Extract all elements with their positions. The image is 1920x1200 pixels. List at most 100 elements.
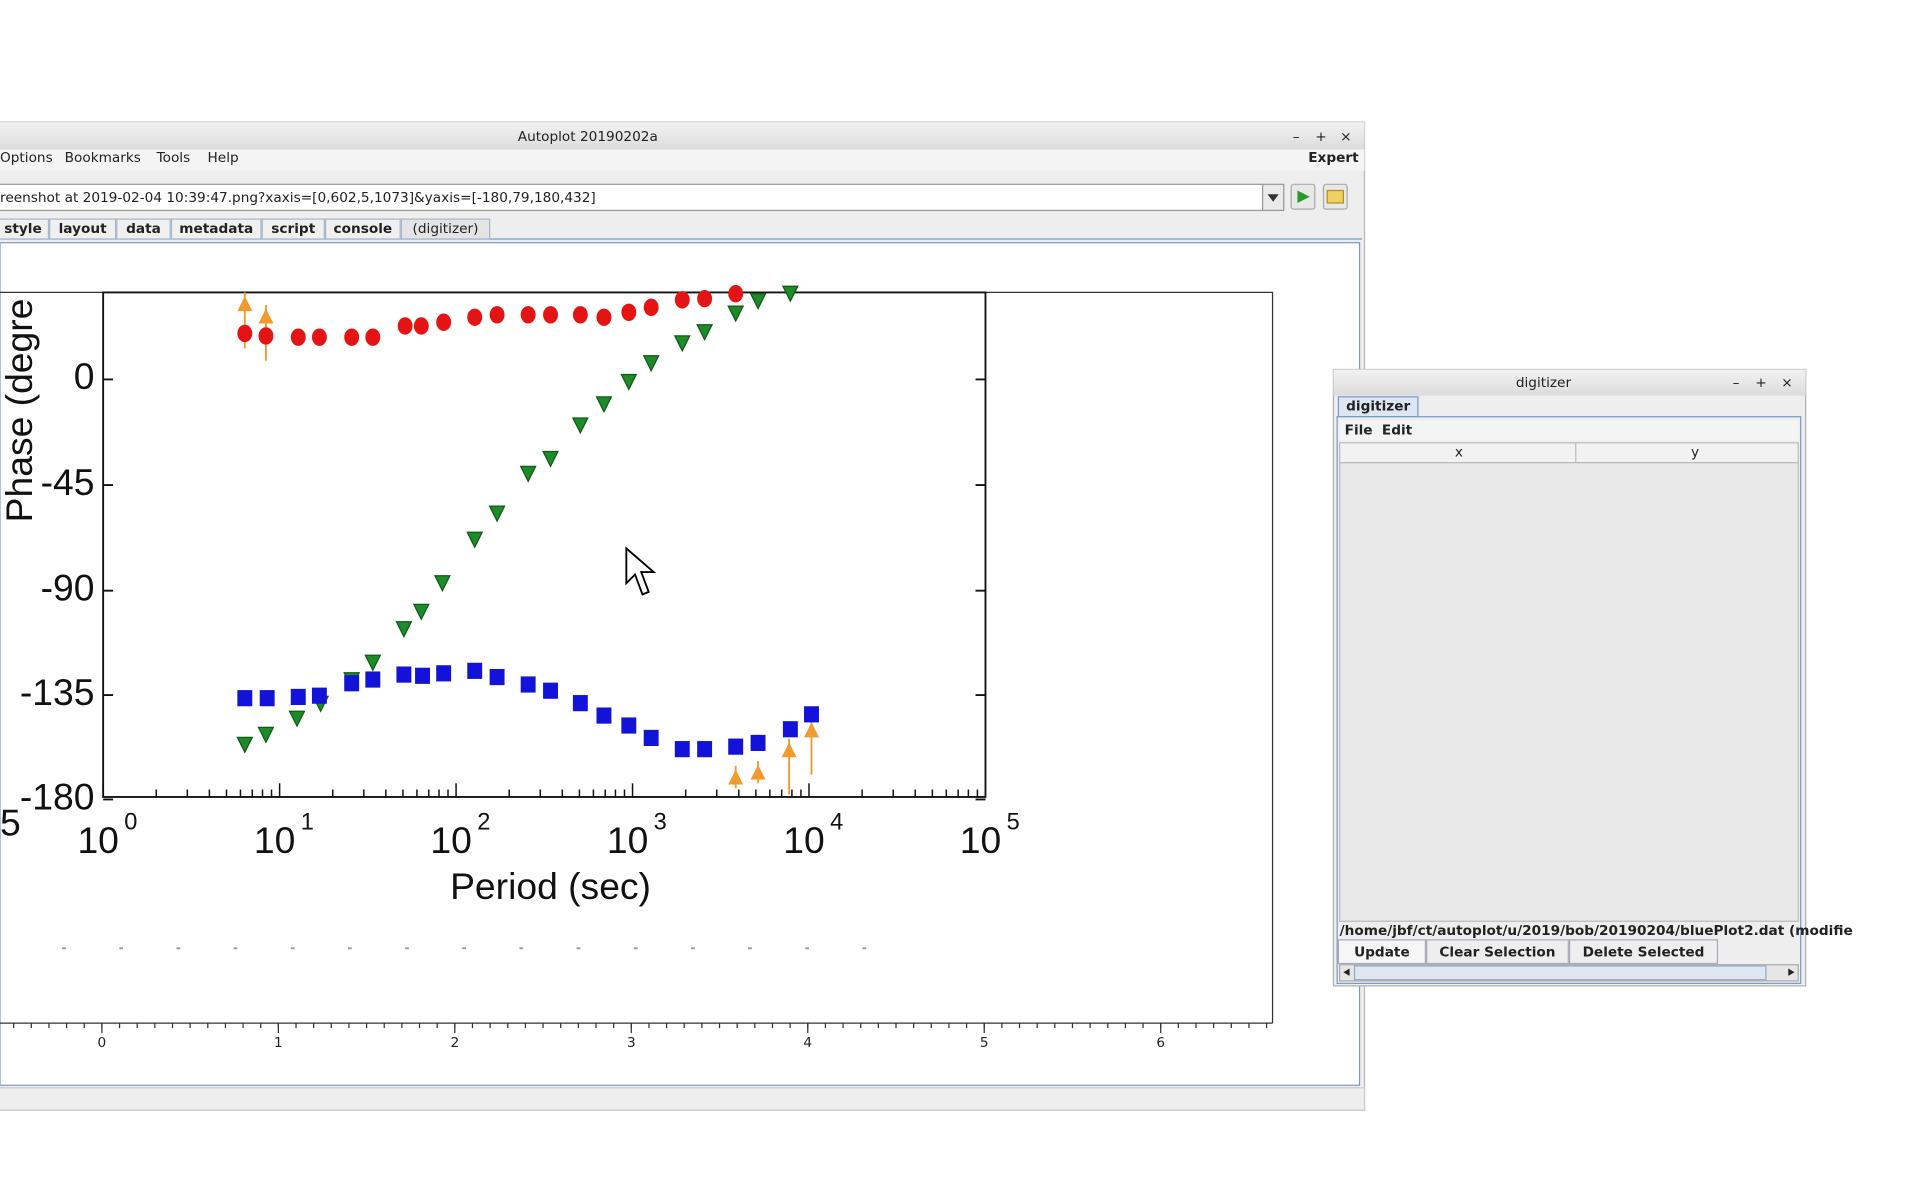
plot-x-tick-base: 10 [430,819,471,861]
red-marker [489,306,505,324]
green-marker [571,417,589,435]
menu-item[interactable]: Bookmarks [65,150,141,166]
scroll-right[interactable] [1788,968,1795,976]
close[interactable]: × [1340,129,1351,145]
green-marker [595,396,613,414]
red-marker [311,328,327,346]
address-field[interactable] [0,183,1264,212]
green-marker [412,603,430,621]
image-artifact [347,947,352,950]
button[interactable] [1568,939,1719,965]
tab-label: style [4,221,42,237]
canvas-tick-label: 1 [274,1035,283,1051]
tab-label: script [271,221,315,237]
blue-marker [572,695,588,712]
table-body [1339,462,1799,922]
plot-x-tick-exponent: 4 [830,809,843,835]
red-marker [520,306,536,324]
image-artifact [633,947,638,950]
tab[interactable] [170,218,262,240]
orange-marker [804,722,819,738]
red-marker [543,306,558,324]
green-marker [395,621,413,639]
orange-marker [258,308,274,324]
digitizer-menu-item[interactable]: File [1345,422,1373,438]
plot-y-tick-label: 0 [74,355,95,397]
plot-x-tick-exponent: 5 [1007,809,1020,835]
canvas-tick-label: 6 [1156,1035,1165,1051]
blue-marker [804,706,819,723]
address-text: reenshot at 2019-02-04 10:39:47.png?xaxi… [0,190,596,206]
digitizer-maximize[interactable]: + [1755,375,1766,391]
green-marker [466,531,484,549]
plot-y-tick-label: -135 [20,671,95,713]
status-bar [0,1087,1366,1111]
blue-marker [621,717,637,734]
digitizer-menu-bar [1339,420,1799,441]
blue-marker [415,667,430,684]
green-marker [519,465,537,483]
digitizer-close[interactable]: × [1781,375,1792,391]
tab[interactable] [116,218,171,240]
red-marker [674,291,690,309]
image-artifact [62,947,66,950]
plot-x-tick-base: 10 [607,819,648,861]
digitizer-menu-item[interactable]: Edit [1382,422,1413,438]
blue-marker [311,687,327,704]
image-artifact [405,947,409,950]
green-marker [488,505,506,523]
tab[interactable] [0,218,50,240]
blue-marker [290,688,306,706]
red-marker [397,317,413,335]
green-marker [781,285,799,303]
plot-x-tick-base: 10 [960,819,1001,861]
blue-marker [782,721,798,738]
scroll-left[interactable] [1343,968,1350,976]
maximize[interactable]: + [1315,129,1326,145]
red-marker [290,328,306,346]
button[interactable] [1426,939,1569,965]
image-artifact [748,947,752,950]
red-marker [436,313,452,331]
tab[interactable] [400,218,491,240]
canvas-tick-label: 5 [980,1035,989,1051]
tab[interactable] [324,218,401,240]
green-marker [288,710,306,728]
green-marker [433,575,451,593]
digitizer-tab-label: digitizer [1346,399,1410,415]
scroll-thumb[interactable] [1353,965,1767,981]
red-marker [344,328,360,346]
blue-marker [396,666,412,683]
red-marker [728,284,744,303]
green-marker [749,293,767,310]
blue-marker [674,741,690,758]
menu-item[interactable]: Help [208,150,239,166]
mouse-cursor [625,546,657,596]
plot-x-tick-exponent: 1 [301,809,314,835]
red-marker [413,317,429,335]
canvas-tick-label: 3 [627,1035,636,1051]
digitizer-minimize[interactable]: – [1733,375,1740,391]
digitizer-title-bar [1333,369,1806,396]
file-label: /home/jbf/ct/autoplot/u/2019/bob/2019020… [1340,923,1853,939]
blue-marker [697,741,713,758]
minimize[interactable]: – [1293,129,1300,145]
canvas-panel [0,242,1361,1086]
red-marker [467,308,483,326]
tab[interactable] [261,218,325,240]
image-artifact [119,947,124,950]
folder-icon [1326,189,1344,204]
green-marker [257,726,275,744]
expert-menu[interactable]: Expert [1308,150,1359,166]
blue-marker [543,682,558,699]
blue-marker [436,665,452,682]
button[interactable] [1337,939,1427,965]
tab[interactable] [49,218,117,240]
button-label: Clear Selection [1439,944,1555,960]
tab-label: layout [59,221,107,237]
plot-x-tick-base: 10 [254,819,295,861]
menu-item[interactable]: Tools [156,150,191,166]
menu-item[interactable]: Options [0,150,53,166]
button-label: Update [1354,944,1410,960]
